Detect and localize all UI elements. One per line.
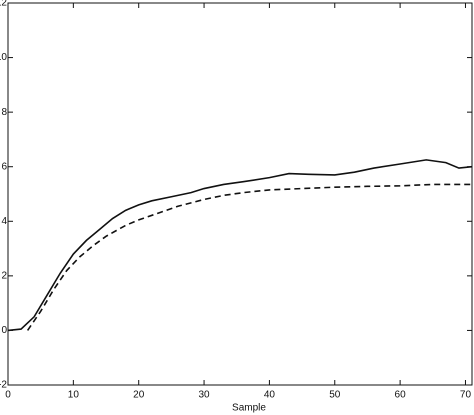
- x-tick-label: 50: [329, 390, 341, 401]
- x-tick-label: 30: [198, 390, 210, 401]
- x-tick-label: 40: [264, 390, 276, 401]
- y-tick-label: 6: [1, 161, 7, 172]
- y-tick-label: 10: [0, 52, 7, 63]
- y-tick-label: 4: [1, 216, 7, 227]
- line: [26, 183, 472, 331]
- x-tick-label: 0: [5, 390, 11, 401]
- x-tick-label: 70: [460, 390, 472, 401]
- plot-frame: [7, 2, 473, 386]
- x-tick-label: 20: [133, 390, 145, 401]
- y-tick-label: 8: [1, 107, 7, 118]
- y-tick-label: 0: [1, 325, 7, 336]
- y-tick-label: 2: [1, 270, 7, 281]
- x-axis-label: Sample: [232, 403, 266, 414]
- x-tick-label: 60: [395, 390, 407, 401]
- line: [7, 159, 473, 332]
- y-tick-label: -2: [0, 380, 7, 391]
- x-tick-label: 10: [68, 390, 80, 401]
- y-tick-label: 12: [0, 0, 7, 9]
